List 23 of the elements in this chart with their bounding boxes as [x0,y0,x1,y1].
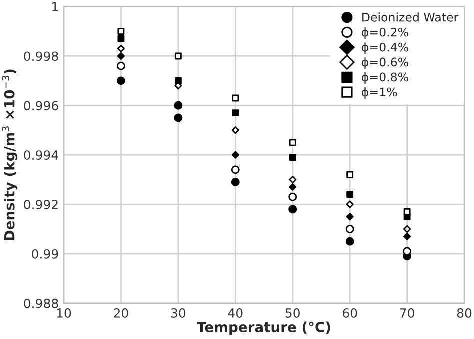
y-tick-label: 0.998 [24,52,58,62]
x-tick-label: 80 [457,308,472,318]
legend-label: ϕ=0.2% [362,28,408,40]
y-tick-label: 0.996 [24,101,58,111]
x-tick-label: 40 [228,308,243,318]
x-tick-label: 30 [171,308,186,318]
y-axis-title: Density (kg/m$^{3}$ ×10$^{−3}$) [2,70,18,240]
legend-label: Deionized Water [362,12,459,22]
legend-label: ϕ=0.4% [362,42,408,54]
x-tick-label: 60 [343,308,358,318]
x-tick-label: 70 [400,308,414,318]
y-tick-label: 0.99 [32,249,58,259]
y-tick-label: 1 [52,2,58,12]
legend-label: ϕ=1% [362,88,398,99]
x-axis-title: Temperature (°C) [197,322,330,336]
x-tick-label: 50 [286,308,300,318]
y-tick-label: 0.988 [24,298,58,308]
y-tick-label: 0.992 [24,200,58,210]
legend-label: ϕ=0.8% [362,72,408,84]
legend-label: ϕ=0.6% [362,58,408,70]
y-tick-label: 0.994 [24,150,58,160]
x-tick-label: 20 [114,308,128,318]
x-tick-label: 10 [57,308,72,318]
